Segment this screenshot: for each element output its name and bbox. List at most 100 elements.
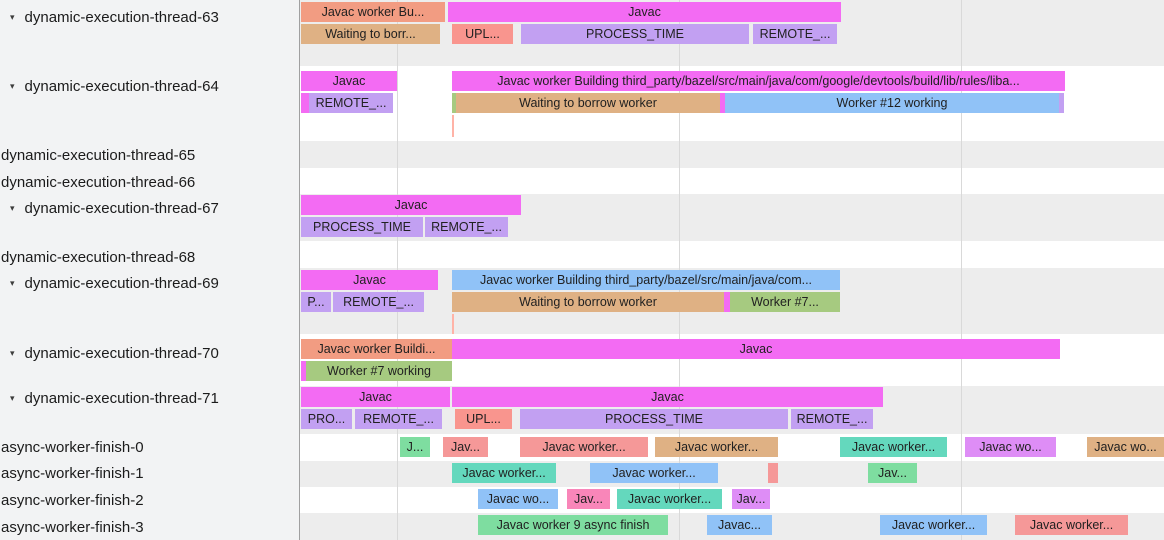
trace-slice[interactable]: UPL... (455, 409, 512, 429)
trace-slice[interactable]: Javac worker Buildi... (301, 339, 452, 359)
trace-slice-label: Javac worker... (851, 440, 936, 454)
trace-slice-label: P... (307, 295, 325, 309)
trace-slice-label: REMOTE_... (315, 96, 387, 110)
trace-slice[interactable]: Javac worker... (840, 437, 947, 457)
trace-slice[interactable]: Javac (301, 270, 438, 290)
trace-slice[interactable]: Javac worker Bu... (301, 2, 445, 22)
instant-marker-dynamic-execution-thread-69 (452, 314, 454, 334)
thread-list: ▾ dynamic-execution-thread-63 ▾ dynamic-exe… (0, 0, 300, 540)
trace-slice[interactable]: Jav... (732, 489, 770, 509)
trace-slice[interactable]: Waiting to borrow worker (452, 292, 724, 312)
trace-slice[interactable]: Javac (301, 387, 450, 407)
trace-slice[interactable] (452, 93, 456, 113)
sidebar-item-dynamic-execution-thread-70[interactable]: ▾ dynamic-execution-thread-70 (0, 344, 298, 363)
thread-name: async-worker-finish-3 (1, 519, 144, 536)
trace-slice-label: Javac... (717, 518, 762, 532)
trace-slice-label: Javac wo... (979, 440, 1042, 454)
trace-slice[interactable]: Javac worker... (880, 515, 987, 535)
sidebar-item-dynamic-execution-thread-65[interactable]: dynamic-execution-thread-65 (0, 146, 299, 165)
trace-slice[interactable]: Jav... (443, 437, 488, 457)
trace-slice-label: REMOTE_... (363, 412, 434, 426)
trace-slice[interactable]: Javac worker... (617, 489, 722, 509)
sidebar-item-async-worker-finish-3[interactable]: async-worker-finish-3 (0, 518, 299, 537)
trace-slice[interactable]: Javac (301, 71, 397, 91)
chevron-down-icon[interactable]: ▾ (10, 12, 15, 22)
trace-slice[interactable] (301, 361, 306, 381)
trace-slice-label: Worker #12 working (836, 96, 948, 110)
trace-slice[interactable]: Javac worker... (452, 463, 556, 483)
sidebar-item-dynamic-execution-thread-63[interactable]: ▾ dynamic-execution-thread-63 (0, 8, 298, 27)
trace-slice[interactable]: Javac worker 9 async finish (478, 515, 668, 535)
trace-slice[interactable]: REMOTE_... (309, 93, 393, 113)
trace-slice[interactable]: PROCESS_TIME (521, 24, 749, 44)
trace-slice[interactable]: Javac worker... (590, 463, 718, 483)
chevron-down-icon[interactable]: ▾ (10, 81, 15, 91)
trace-slice[interactable]: PRO... (301, 409, 352, 429)
trace-slice[interactable]: UPL... (452, 24, 513, 44)
track-background-dynamic-execution-thread-65 (300, 141, 1164, 168)
chevron-down-icon[interactable]: ▾ (10, 278, 15, 288)
trace-slice[interactable]: Worker #7 working (306, 361, 452, 381)
trace-slice[interactable]: J... (400, 437, 430, 457)
track-background-async-worker-finish-1 (300, 461, 1164, 487)
trace-slice[interactable]: PROCESS_TIME (520, 409, 788, 429)
trace-slice[interactable]: Javac (452, 387, 883, 407)
trace-slice[interactable]: Worker #7... (730, 292, 840, 312)
trace-slice[interactable] (768, 463, 778, 483)
thread-name: dynamic-execution-thread-64 (24, 78, 219, 95)
trace-slice[interactable]: Worker #12 working (725, 93, 1059, 113)
trace-slice[interactable]: PROCESS_TIME (301, 217, 423, 237)
trace-slice[interactable]: Javac worker... (520, 437, 648, 457)
sidebar-item-async-worker-finish-0[interactable]: async-worker-finish-0 (0, 438, 299, 457)
trace-slice[interactable] (1059, 93, 1064, 113)
thread-name: dynamic-execution-thread-67 (24, 200, 219, 217)
trace-slice-label: Waiting to borrow worker (519, 96, 657, 110)
sidebar-item-dynamic-execution-thread-67[interactable]: ▾ dynamic-execution-thread-67 (0, 199, 298, 218)
sidebar-item-async-worker-finish-1[interactable]: async-worker-finish-1 (0, 464, 299, 483)
trace-slice-label: UPL... (466, 412, 501, 426)
sidebar-item-dynamic-execution-thread-71[interactable]: ▾ dynamic-execution-thread-71 (0, 389, 298, 408)
trace-slice-label: Javac worker... (542, 440, 626, 454)
trace-slice-label: REMOTE_... (343, 295, 414, 309)
trace-slice[interactable]: REMOTE_... (753, 24, 837, 44)
trace-slice[interactable]: Jav... (567, 489, 610, 509)
trace-slice[interactable]: Javac (452, 339, 1060, 359)
thread-name: async-worker-finish-0 (1, 439, 144, 456)
trace-slice[interactable]: P... (301, 292, 331, 312)
sidebar-item-dynamic-execution-thread-69[interactable]: ▾ dynamic-execution-thread-69 (0, 274, 298, 293)
sidebar-item-dynamic-execution-thread-64[interactable]: ▾ dynamic-execution-thread-64 (0, 77, 298, 96)
trace-slice[interactable] (301, 93, 309, 113)
trace-slice[interactable]: Javac worker... (1015, 515, 1128, 535)
trace-slice-label: Worker #7... (751, 295, 819, 309)
trace-slice[interactable]: Javac wo... (478, 489, 558, 509)
chevron-down-icon[interactable]: ▾ (10, 393, 15, 403)
trace-slice-label: PRO... (307, 412, 346, 426)
trace-slice-label: UPL... (465, 27, 500, 41)
trace-slice[interactable] (724, 292, 730, 312)
trace-slice[interactable]: Javac worker Building third_party/bazel/… (452, 270, 840, 290)
trace-slice[interactable]: REMOTE_... (425, 217, 508, 237)
trace-slice[interactable]: REMOTE_... (333, 292, 424, 312)
trace-slice-label: Worker #7 working (327, 364, 431, 378)
trace-slice[interactable]: Waiting to borrow worker (456, 93, 720, 113)
trace-slice[interactable]: Javac worker Building third_party/bazel/… (452, 71, 1065, 91)
trace-slice[interactable]: Javac... (707, 515, 772, 535)
trace-slice[interactable]: Waiting to borr... (301, 24, 440, 44)
trace-slice[interactable]: Javac (301, 195, 521, 215)
thread-name: async-worker-finish-2 (1, 492, 144, 509)
sidebar-item-dynamic-execution-thread-68[interactable]: dynamic-execution-thread-68 (0, 248, 299, 267)
trace-slice[interactable]: Javac wo... (965, 437, 1056, 457)
sidebar-item-async-worker-finish-2[interactable]: async-worker-finish-2 (0, 491, 299, 510)
trace-slice[interactable] (720, 93, 725, 113)
trace-slice[interactable]: Javac wo... (1087, 437, 1164, 457)
trace-slice[interactable]: Javac worker... (655, 437, 778, 457)
chevron-down-icon[interactable]: ▾ (10, 203, 15, 213)
sidebar-item-dynamic-execution-thread-66[interactable]: dynamic-execution-thread-66 (0, 173, 299, 192)
trace-slice[interactable]: Jav... (868, 463, 917, 483)
trace-slice[interactable]: REMOTE_... (791, 409, 873, 429)
chevron-down-icon[interactable]: ▾ (10, 348, 15, 358)
trace-slice[interactable]: Javac (448, 2, 841, 22)
trace-slice[interactable]: REMOTE_... (355, 409, 442, 429)
trace-slice-label: Javac worker... (462, 466, 546, 480)
